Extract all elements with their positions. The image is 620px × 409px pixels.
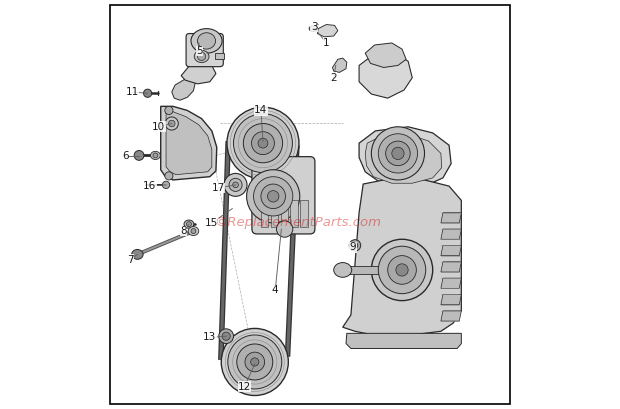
FancyBboxPatch shape (186, 34, 223, 67)
Bar (261, 200, 268, 227)
Ellipse shape (134, 151, 144, 160)
Bar (271, 200, 278, 227)
Ellipse shape (165, 117, 179, 130)
Ellipse shape (396, 264, 408, 276)
Ellipse shape (267, 191, 279, 202)
Polygon shape (359, 53, 412, 98)
Ellipse shape (334, 263, 352, 277)
Text: 1: 1 (323, 38, 330, 48)
Ellipse shape (228, 335, 281, 389)
Ellipse shape (194, 50, 209, 63)
Polygon shape (441, 245, 461, 256)
Ellipse shape (151, 151, 161, 160)
Polygon shape (441, 213, 461, 223)
Ellipse shape (144, 89, 152, 97)
Polygon shape (441, 294, 461, 305)
Text: 14: 14 (254, 106, 268, 115)
Ellipse shape (191, 29, 222, 53)
Polygon shape (161, 106, 217, 180)
Text: ©ReplacementParts.com: ©ReplacementParts.com (215, 216, 381, 229)
Bar (300, 200, 308, 227)
Text: 4: 4 (272, 285, 278, 295)
Polygon shape (332, 58, 347, 72)
Text: 17: 17 (211, 183, 224, 193)
Text: 13: 13 (203, 333, 216, 342)
Ellipse shape (371, 239, 433, 301)
Ellipse shape (187, 222, 192, 227)
Ellipse shape (378, 246, 426, 294)
Ellipse shape (386, 141, 410, 166)
Bar (290, 200, 298, 227)
Ellipse shape (245, 352, 265, 372)
Ellipse shape (392, 147, 404, 160)
Polygon shape (346, 333, 461, 348)
Ellipse shape (229, 178, 242, 191)
Polygon shape (359, 127, 451, 188)
Ellipse shape (277, 221, 293, 237)
Text: 2: 2 (330, 73, 337, 83)
Ellipse shape (221, 328, 288, 396)
Text: 12: 12 (238, 382, 251, 391)
Ellipse shape (234, 114, 293, 173)
Polygon shape (441, 278, 461, 288)
Text: 5: 5 (197, 46, 203, 56)
Ellipse shape (247, 170, 300, 223)
FancyBboxPatch shape (252, 157, 315, 234)
Ellipse shape (224, 173, 247, 196)
Polygon shape (365, 43, 406, 67)
Ellipse shape (258, 138, 268, 148)
Ellipse shape (232, 182, 239, 188)
Ellipse shape (309, 26, 317, 31)
Ellipse shape (191, 229, 196, 234)
Text: 8: 8 (180, 226, 187, 236)
Ellipse shape (165, 106, 173, 115)
Polygon shape (343, 180, 461, 335)
Ellipse shape (184, 220, 194, 228)
Ellipse shape (162, 181, 170, 189)
Ellipse shape (261, 184, 285, 209)
Ellipse shape (219, 329, 234, 344)
Polygon shape (172, 76, 195, 100)
Polygon shape (365, 134, 441, 183)
Ellipse shape (352, 243, 358, 248)
Ellipse shape (243, 124, 283, 163)
Polygon shape (441, 262, 461, 272)
Text: 16: 16 (143, 181, 156, 191)
Text: 9: 9 (350, 243, 356, 252)
Polygon shape (317, 25, 338, 37)
Bar (215, 53, 224, 59)
Text: 7: 7 (126, 255, 133, 265)
Polygon shape (441, 311, 461, 321)
Ellipse shape (131, 249, 143, 259)
Text: 15: 15 (205, 218, 218, 228)
Ellipse shape (252, 132, 275, 155)
Ellipse shape (198, 33, 216, 49)
Polygon shape (181, 61, 216, 84)
Bar (343, 266, 404, 274)
Text: 3: 3 (311, 22, 317, 31)
Ellipse shape (237, 344, 273, 380)
Ellipse shape (188, 227, 199, 236)
Polygon shape (441, 229, 461, 239)
Ellipse shape (222, 332, 230, 340)
Text: 11: 11 (125, 87, 139, 97)
Bar (281, 200, 288, 227)
Ellipse shape (254, 177, 293, 216)
Ellipse shape (198, 52, 206, 61)
Ellipse shape (388, 256, 417, 284)
Ellipse shape (250, 358, 259, 366)
Ellipse shape (378, 134, 417, 173)
Ellipse shape (165, 172, 173, 180)
Ellipse shape (371, 127, 425, 180)
Polygon shape (166, 111, 212, 175)
Text: 10: 10 (152, 122, 166, 132)
Ellipse shape (153, 153, 158, 158)
Text: 6: 6 (122, 151, 128, 161)
Ellipse shape (349, 240, 361, 251)
Ellipse shape (169, 120, 175, 127)
Ellipse shape (227, 107, 299, 179)
